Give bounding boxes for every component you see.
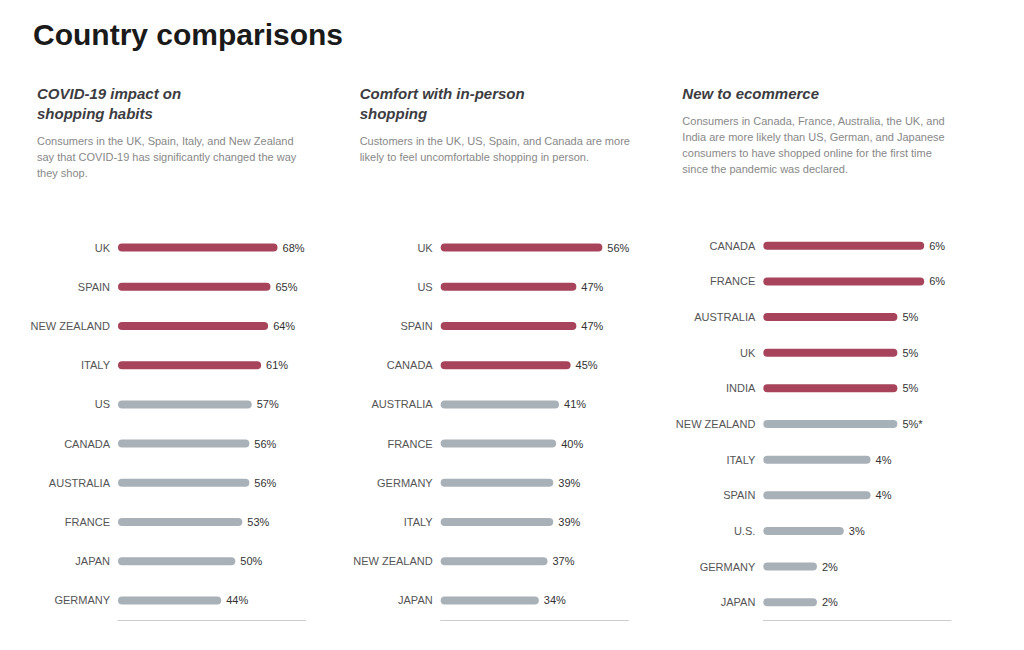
svg-text:56%: 56% [254, 438, 276, 450]
svg-text:56%: 56% [254, 477, 276, 489]
svg-text:shopping: shopping [360, 105, 428, 122]
svg-text:ITALY: ITALY [726, 454, 756, 466]
svg-text:FRANCE: FRANCE [710, 275, 755, 287]
svg-text:JAPAN: JAPAN [398, 594, 433, 606]
svg-text:40%: 40% [561, 438, 583, 450]
svg-text:6%: 6% [929, 275, 945, 287]
svg-text:53%: 53% [247, 516, 269, 528]
svg-text:U.S.: U.S. [734, 525, 755, 537]
svg-text:New to ecommerce: New to ecommerce [682, 85, 819, 102]
svg-text:US: US [95, 398, 110, 410]
svg-text:FRANCE: FRANCE [65, 516, 110, 528]
svg-text:ITALY: ITALY [81, 359, 111, 371]
svg-text:6%: 6% [929, 240, 945, 252]
svg-text:4%: 4% [876, 454, 892, 466]
svg-text:AUSTRALIA: AUSTRALIA [372, 398, 434, 410]
svg-text:UK: UK [95, 242, 111, 254]
svg-text:AUSTRALIA: AUSTRALIA [49, 477, 111, 489]
svg-text:JAPAN: JAPAN [75, 555, 110, 567]
svg-text:5%*: 5%* [902, 418, 923, 430]
svg-text:shopping habits: shopping habits [37, 105, 153, 122]
svg-text:likely to feel uncomfortable s: likely to feel uncomfortable shopping in… [360, 151, 589, 163]
svg-text:SPAIN: SPAIN [400, 320, 432, 332]
svg-text:UK: UK [740, 347, 756, 359]
svg-text:5%: 5% [902, 311, 918, 323]
svg-text:2%: 2% [822, 596, 838, 608]
svg-text:57%: 57% [257, 398, 279, 410]
svg-text:39%: 39% [558, 477, 580, 489]
svg-text:ITALY: ITALY [404, 516, 434, 528]
svg-text:64%: 64% [273, 320, 295, 332]
svg-text:5%: 5% [902, 347, 918, 359]
svg-text:CANADA: CANADA [64, 438, 111, 450]
svg-text:JAPAN: JAPAN [721, 596, 756, 608]
svg-text:they shop.: they shop. [37, 167, 88, 179]
svg-text:44%: 44% [226, 594, 248, 606]
svg-text:47%: 47% [581, 281, 603, 293]
svg-text:3%: 3% [849, 525, 865, 537]
svg-text:4%: 4% [876, 489, 892, 501]
svg-text:37%: 37% [552, 555, 574, 567]
svg-text:GERMANY: GERMANY [54, 594, 110, 606]
svg-text:2%: 2% [822, 561, 838, 573]
svg-text:NEW ZEALAND: NEW ZEALAND [31, 320, 111, 332]
svg-text:56%: 56% [607, 242, 629, 254]
svg-text:INDIA: INDIA [726, 382, 756, 394]
svg-text:5%: 5% [902, 382, 918, 394]
svg-text:39%: 39% [558, 516, 580, 528]
svg-text:NEW ZEALAND: NEW ZEALAND [676, 418, 756, 430]
svg-text:say that COVID-19 has signific: say that COVID-19 has significantly chan… [37, 151, 297, 163]
svg-text:SPAIN: SPAIN [78, 281, 110, 293]
svg-text:Consumers in the UK, Spain, It: Consumers in the UK, Spain, Italy, and N… [37, 135, 294, 147]
svg-text:47%: 47% [581, 320, 603, 332]
svg-text:68%: 68% [283, 242, 305, 254]
svg-text:65%: 65% [275, 281, 297, 293]
svg-text:India are more likely than US,: India are more likely than US, German, a… [682, 131, 944, 143]
svg-text:consumers to have shopped onli: consumers to have shopped online for the… [682, 147, 931, 159]
svg-text:CANADA: CANADA [387, 359, 434, 371]
svg-text:45%: 45% [576, 359, 598, 371]
svg-text:SPAIN: SPAIN [723, 489, 755, 501]
svg-text:Country comparisons: Country comparisons [33, 18, 343, 51]
svg-text:UK: UK [417, 242, 433, 254]
svg-text:50%: 50% [240, 555, 262, 567]
svg-text:Comfort with in-person: Comfort with in-person [360, 85, 525, 102]
svg-text:FRANCE: FRANCE [387, 438, 432, 450]
svg-text:NEW ZEALAND: NEW ZEALAND [353, 555, 433, 567]
svg-text:34%: 34% [544, 594, 566, 606]
svg-text:Consumers in Canada, France, A: Consumers in Canada, France, Australia, … [682, 115, 944, 127]
svg-text:US: US [417, 281, 432, 293]
svg-text:GERMANY: GERMANY [700, 561, 756, 573]
svg-text:COVID-19 impact on: COVID-19 impact on [37, 85, 181, 102]
svg-text:GERMANY: GERMANY [377, 477, 433, 489]
svg-text:61%: 61% [266, 359, 288, 371]
svg-text:since the pandemic was declare: since the pandemic was declared. [682, 163, 848, 175]
svg-text:Customers in the UK, US, Spain: Customers in the UK, US, Spain, and Cana… [360, 135, 630, 147]
svg-text:AUSTRALIA: AUSTRALIA [694, 311, 756, 323]
svg-text:41%: 41% [564, 398, 586, 410]
svg-text:CANADA: CANADA [709, 240, 756, 252]
